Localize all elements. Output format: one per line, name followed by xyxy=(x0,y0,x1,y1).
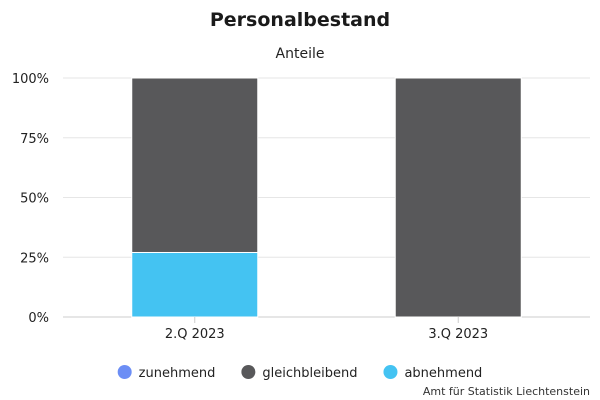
legend-item-gleichbleibend[interactable]: gleichbleibend xyxy=(241,365,357,381)
y-tick-label: 50% xyxy=(20,192,49,207)
bar-gleichbleibend[interactable] xyxy=(394,77,522,318)
legend-marker xyxy=(383,365,398,379)
chart-title: Personalbestand xyxy=(210,9,390,31)
x-tick-label: 2.Q 2023 xyxy=(165,327,225,342)
chart-credit[interactable]: Amt für Statistik Liechtenstein xyxy=(423,385,590,398)
chart-subtitle: Anteile xyxy=(276,46,325,62)
legend-item-zunehmend[interactable]: zunehmend xyxy=(117,365,216,381)
legend-label: abnehmend xyxy=(404,366,482,381)
legend-item-abnehmend[interactable]: abnehmend xyxy=(383,365,482,381)
y-tick-label: 75% xyxy=(20,132,49,147)
x-tick-label: 3.Q 2023 xyxy=(428,327,488,342)
bar-gleichbleibend[interactable] xyxy=(131,77,259,253)
legend: zunehmend gleichbleibend abnehmend xyxy=(117,365,482,381)
x-axis-ticks: 2.Q 2023 3.Q 2023 xyxy=(165,317,488,342)
bar-abnehmend[interactable] xyxy=(131,251,259,318)
legend-label: gleichbleibend xyxy=(262,366,357,381)
legend-label: zunehmend xyxy=(139,366,216,381)
legend-marker xyxy=(241,365,256,379)
legend-marker xyxy=(117,365,132,379)
y-tick-label: 25% xyxy=(20,251,49,266)
y-tick-label: 0% xyxy=(28,311,49,326)
y-tick-label: 100% xyxy=(12,72,49,87)
bars xyxy=(131,77,522,318)
